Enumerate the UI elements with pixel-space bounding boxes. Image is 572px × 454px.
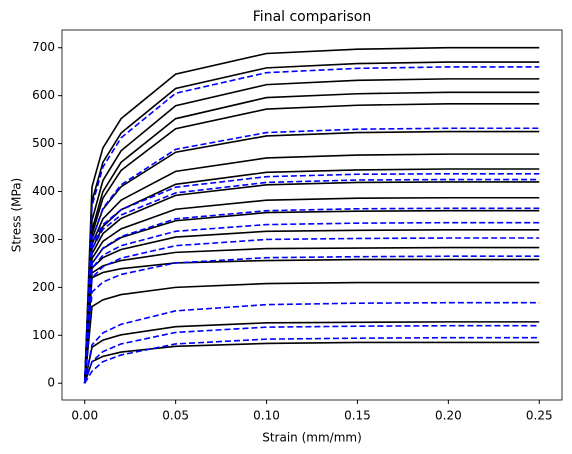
series-line: [83, 46, 540, 384]
series-line: [83, 301, 540, 384]
series-line: [83, 324, 540, 384]
y-tick-label: 0: [47, 376, 55, 390]
x-tick-label: 0.05: [162, 409, 189, 423]
x-tick-label: 0.20: [435, 409, 462, 423]
series-line: [83, 221, 540, 384]
y-tick-label: 200: [32, 280, 55, 294]
series-line: [83, 61, 540, 384]
series-line: [83, 78, 540, 384]
series-line: [83, 207, 540, 384]
x-tick-label: 0.15: [344, 409, 371, 423]
series-line: [83, 321, 540, 384]
series-line: [83, 103, 540, 384]
series-line: [83, 181, 540, 384]
y-tick-label: 400: [32, 184, 55, 198]
x-tick-label: 0.00: [71, 409, 98, 423]
axes-frame: [61, 29, 563, 401]
series-line: [83, 91, 540, 384]
series-line: [83, 178, 540, 384]
x-axis-label: Strain (mm/mm): [262, 431, 362, 445]
series-line: [83, 255, 540, 384]
series-line: [84, 336, 540, 384]
y-tick-label: 100: [32, 328, 55, 342]
series-line: [83, 196, 540, 384]
x-tick-label: 0.25: [526, 409, 553, 423]
series-line: [83, 172, 540, 384]
series-line: [83, 237, 540, 384]
x-tick-label: 0.10: [253, 409, 280, 423]
series-line: [83, 246, 540, 384]
chart-title: Final comparison: [253, 9, 371, 25]
y-tick-label: 300: [32, 232, 55, 246]
series-line: [83, 168, 540, 384]
series-line: [83, 153, 540, 384]
series-line: [83, 229, 540, 384]
series-line: [83, 341, 540, 384]
series-line: [83, 281, 540, 384]
series-line: [83, 127, 540, 384]
series-line: [83, 66, 540, 384]
y-tick-label: 600: [32, 88, 55, 102]
y-axis-label: Stress (MPa): [10, 178, 24, 252]
y-tick-label: 700: [32, 40, 55, 54]
y-tick-label: 500: [32, 136, 55, 150]
